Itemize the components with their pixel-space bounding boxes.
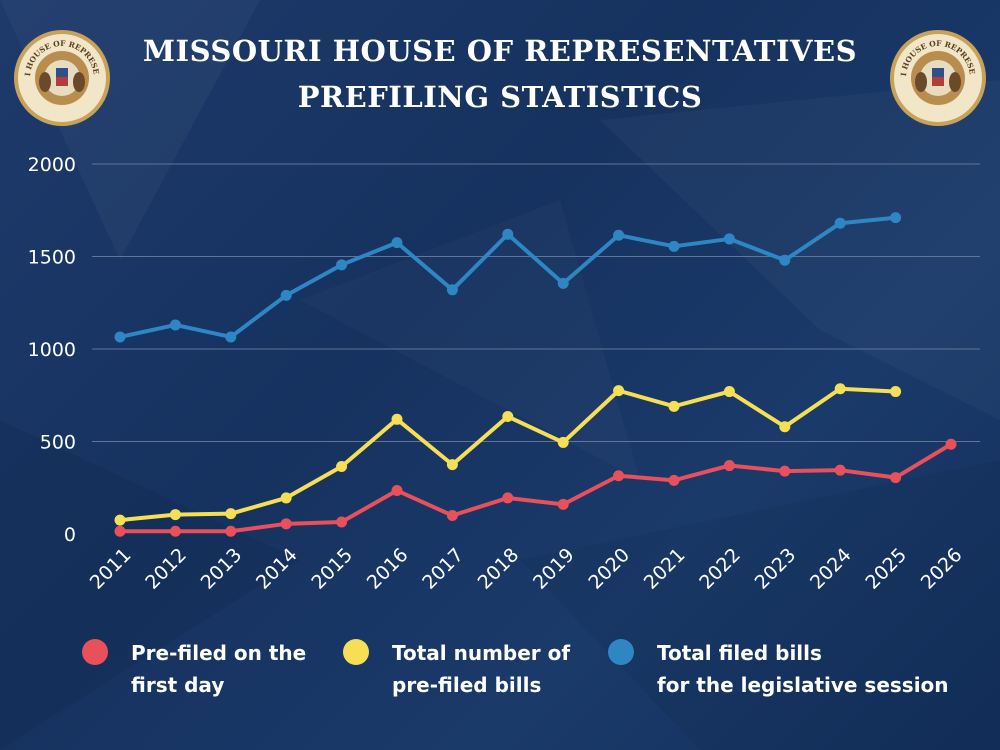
- data-point: [557, 277, 569, 289]
- x-tick-label: 2018: [474, 544, 524, 594]
- data-point: [834, 383, 846, 395]
- data-point: [225, 525, 237, 537]
- x-tick-label: 2020: [584, 544, 634, 594]
- data-point: [502, 228, 514, 240]
- x-tick-label: 2017: [418, 544, 468, 594]
- legend-item-prefiled-first-day: Pre-filed on the first day: [82, 637, 306, 701]
- legend-label-line1: Total number of: [392, 641, 571, 665]
- data-point: [502, 492, 514, 504]
- data-point: [723, 386, 735, 398]
- data-point: [391, 237, 403, 249]
- data-point: [779, 465, 791, 477]
- x-tick-label: 2014: [252, 544, 302, 594]
- y-tick-label: 0: [64, 524, 76, 546]
- data-point: [779, 254, 791, 266]
- data-point: [446, 284, 458, 296]
- data-point: [502, 411, 514, 423]
- data-point: [114, 525, 126, 537]
- y-tick-label: 1000: [28, 339, 76, 361]
- x-tick-label: 2023: [751, 544, 801, 594]
- data-point: [613, 229, 625, 241]
- legend-item-total-prefiled: Total number of pre-filed bills: [343, 637, 570, 701]
- legend-label-line2: pre-filed bills: [392, 673, 542, 697]
- legend-marker: [608, 639, 634, 665]
- data-point: [613, 385, 625, 397]
- data-point: [890, 386, 902, 398]
- legend-label-line2: for the legislative session: [657, 673, 949, 697]
- data-point: [336, 516, 348, 528]
- data-point: [557, 498, 569, 510]
- legend-marker: [343, 639, 369, 665]
- data-point: [723, 233, 735, 245]
- x-tick-label: 2012: [141, 544, 191, 594]
- x-tick-label: 2013: [197, 544, 247, 594]
- house-seal-icon: MISSOURI HOUSE OF REPRESENTATIVES: [12, 28, 110, 126]
- series-group: [114, 438, 957, 537]
- x-tick-label: 2025: [861, 544, 911, 594]
- x-tick-label: 2022: [695, 544, 745, 594]
- x-tick-label: 2015: [307, 544, 357, 594]
- data-point: [280, 492, 292, 504]
- data-point: [945, 438, 957, 450]
- x-tick-label: 2019: [529, 544, 579, 594]
- y-tick-label: 2000: [28, 154, 76, 176]
- data-point: [446, 459, 458, 471]
- data-point: [668, 400, 680, 412]
- data-point: [557, 436, 569, 448]
- legend-item-total-filed: Total filed bills for the legislative se…: [608, 637, 949, 701]
- data-point: [280, 518, 292, 530]
- x-tick-label: 2016: [363, 544, 413, 594]
- data-point: [391, 413, 403, 425]
- data-point: [336, 460, 348, 472]
- data-point: [613, 470, 625, 482]
- x-tick-label: 2011: [86, 544, 136, 594]
- data-point: [391, 485, 403, 497]
- series-line: [118, 442, 953, 534]
- data-point: [280, 289, 292, 301]
- data-point: [890, 472, 902, 484]
- x-tick-label: 2026: [917, 544, 967, 594]
- x-tick-label: 2024: [806, 544, 856, 594]
- y-tick-label: 500: [40, 432, 76, 454]
- legend-label-line1: Total filed bills: [657, 641, 822, 665]
- data-point: [169, 525, 181, 537]
- house-seal-icon-right: MISSOURI HOUSE OF REPRESENTATIVES: [888, 28, 986, 126]
- data-point: [225, 331, 237, 343]
- legend-label-line1: Pre-filed on the: [131, 641, 307, 665]
- title-line-1: MISSOURI HOUSE OF REPRESENTATIVES: [142, 34, 858, 68]
- data-point: [890, 212, 902, 224]
- series-group: [114, 383, 902, 526]
- data-point: [834, 217, 846, 229]
- data-point: [668, 240, 680, 252]
- data-point: [834, 464, 846, 476]
- data-point: [336, 259, 348, 271]
- data-point: [225, 508, 237, 520]
- data-point: [668, 474, 680, 486]
- x-tick-label: 2021: [640, 544, 690, 594]
- legend-label-line2: first day: [131, 673, 225, 697]
- y-tick-label: 1500: [28, 247, 76, 269]
- series-group: [114, 212, 902, 343]
- title-line-2: PREFILING STATISTICS: [297, 80, 703, 114]
- data-point: [779, 421, 791, 433]
- data-point: [169, 319, 181, 331]
- data-point: [723, 460, 735, 472]
- data-point: [169, 509, 181, 521]
- data-point: [114, 331, 126, 343]
- data-point: [446, 510, 458, 521]
- data-point: [114, 514, 126, 526]
- legend-marker: [82, 639, 108, 665]
